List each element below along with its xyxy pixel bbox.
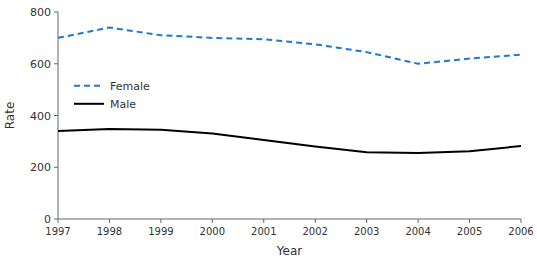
x-axis-line [58,219,521,220]
x-tick-label: 2004 [405,226,430,237]
y-tick [54,219,58,220]
x-tick-label: 1998 [97,226,122,237]
y-tick [54,12,58,13]
legend-label: Male [110,98,136,111]
x-tick [418,219,419,223]
x-tick-label: 2001 [251,226,276,237]
x-axis-label: Year [276,244,302,258]
y-tick [54,115,58,116]
y-tick-label: 400 [30,110,51,123]
y-axis-label: Rate [3,102,17,130]
x-tick-label: 1997 [45,226,70,237]
x-tick-label: 2003 [354,226,379,237]
y-tick [54,63,58,64]
x-tick [469,219,470,223]
x-tick [109,219,110,223]
x-tick-label: 2002 [302,226,327,237]
legend-swatch [74,103,104,105]
x-tick-label: 2006 [508,226,533,237]
x-tick [366,219,367,223]
plot-area [58,28,521,154]
chart: 0 200 400 600 800 1997 1998 1999 2000 2001 2002 200… [0,0,537,261]
y-tick-label: 0 [44,213,51,226]
x-tick-label: 1999 [148,226,173,237]
legend-label: Female [110,80,150,93]
x-tick [315,219,316,223]
x-tick [212,219,213,223]
series-line [58,129,521,153]
y-tick-label: 800 [30,6,51,19]
x-tick [160,219,161,223]
legend-swatch [74,85,104,87]
x-tick [58,219,59,223]
x-tick [263,219,264,223]
y-tick [54,167,58,168]
x-tick [521,219,522,223]
x-tick-label: 2005 [457,226,482,237]
x-tick-label: 2000 [200,226,225,237]
y-tick-label: 200 [30,161,51,174]
y-tick-label: 600 [30,58,51,71]
series-line [58,28,521,64]
legend: Female Male [74,80,150,111]
